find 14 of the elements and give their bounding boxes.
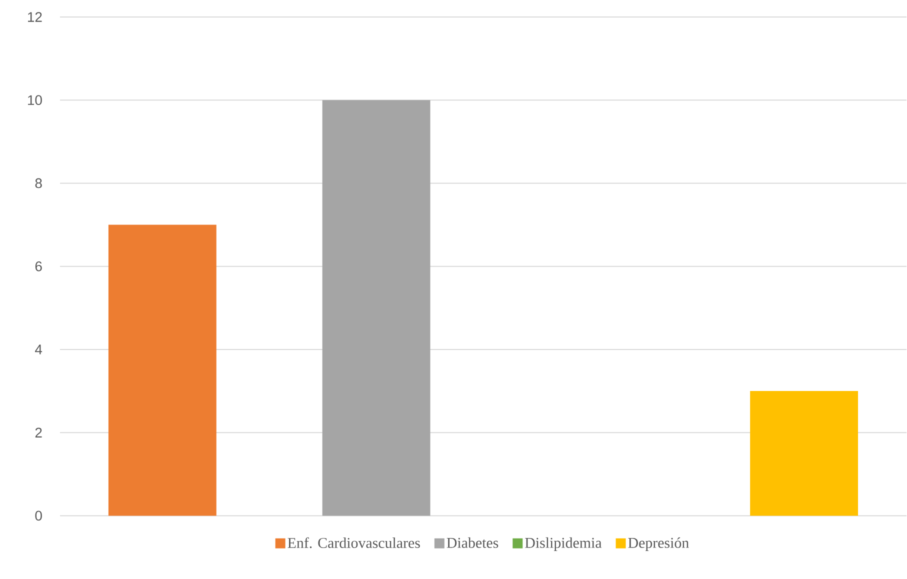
legend-label: Dislipidemia xyxy=(525,538,602,552)
bar xyxy=(108,224,216,516)
y-tick-label: 6 xyxy=(35,262,42,272)
y-tick-label: 2 xyxy=(35,428,42,438)
y-tick-label: 12 xyxy=(28,12,42,22)
legend-label: Enf. Cardiovasculares xyxy=(288,538,420,548)
legend-label: Depresión xyxy=(628,538,689,552)
legend-label: Diabetes xyxy=(446,538,498,548)
y-tick-label: 0 xyxy=(35,510,42,521)
y-tick-label: 10 xyxy=(28,95,42,106)
bar xyxy=(322,100,430,516)
y-tick-label: 8 xyxy=(35,178,42,188)
bar xyxy=(750,391,858,516)
y-tick-label: 4 xyxy=(35,344,42,354)
